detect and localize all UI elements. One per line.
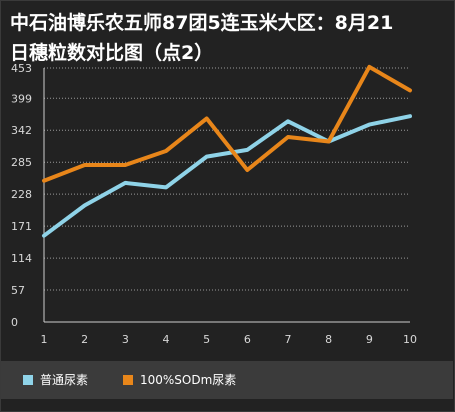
- x-tick-label: 8: [325, 333, 332, 346]
- chart-title: 中石油博乐农五师87团5连玉米大区：8月21 日穗粒数对比图（点2）: [10, 8, 450, 68]
- y-tick-label: 399: [11, 92, 32, 105]
- legend-swatch-series-1: [23, 374, 33, 385]
- chart-title-line-1: 中石油博乐农五师87团5连玉米大区：8月21: [10, 12, 394, 34]
- y-tick-label: 0: [11, 316, 18, 329]
- y-tick-label: 228: [11, 188, 32, 201]
- x-tick-label: 1: [41, 333, 48, 346]
- y-tick-label: 171: [11, 220, 32, 233]
- x-tick-label: 2: [81, 333, 88, 346]
- y-tick-labels: 0 57 114 171 228 285 342 399 453: [11, 62, 32, 329]
- x-tick-labels: 1 2 3 4 5 6 7 8 9 10: [41, 333, 418, 346]
- series-lines: [42, 64, 412, 238]
- x-tick-label: 9: [366, 333, 373, 346]
- series-line-2: [42, 64, 412, 183]
- x-tick-label: 10: [403, 333, 417, 346]
- x-tick-label: 7: [285, 333, 292, 346]
- x-tick-label: 4: [163, 333, 170, 346]
- legend-item-series-1[interactable]: 普通尿素: [23, 372, 88, 388]
- y-tick-label: 57: [11, 284, 25, 297]
- legend-label-series-1: 普通尿素: [40, 373, 89, 387]
- x-tick-label: 6: [244, 333, 251, 346]
- x-tick-label: 3: [122, 333, 129, 346]
- y-tick-label: 285: [11, 156, 32, 169]
- y-tick-label: 114: [11, 252, 32, 265]
- series-line-1: [42, 114, 412, 238]
- y-tick-label: 453: [11, 62, 32, 75]
- legend-item-series-2[interactable]: 100%SODm尿素: [123, 372, 236, 388]
- y-tick-label: 342: [11, 124, 32, 137]
- chart-title-line-2: 日穗粒数对比图（点2）: [10, 42, 214, 64]
- legend-swatch-series-2: [123, 374, 133, 385]
- legend-label-series-2: 100%SODm尿素: [140, 373, 237, 387]
- x-tick-label: 5: [203, 333, 210, 346]
- axes: [43, 68, 410, 323]
- legend: 普通尿素 100%SODm尿素: [1, 361, 453, 399]
- grid-lines: [44, 67, 410, 291]
